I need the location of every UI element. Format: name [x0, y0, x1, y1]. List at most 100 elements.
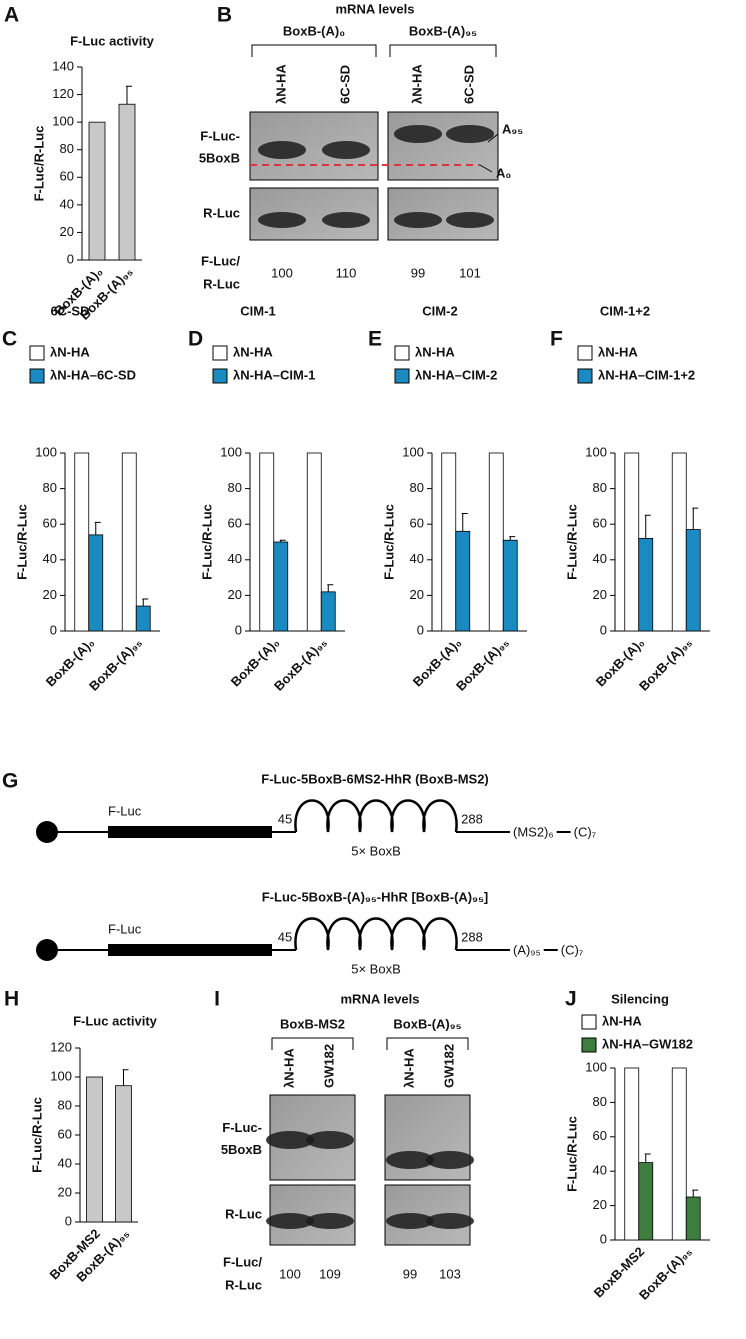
- panel-letter: D: [188, 328, 203, 351]
- y-tick-label: 140: [52, 58, 74, 73]
- legend-swatch: [577, 368, 593, 384]
- y-tick-label: 60: [58, 1126, 72, 1141]
- gel-title: mRNA levels: [341, 991, 420, 1006]
- legend-swatch: [394, 345, 410, 361]
- error-bar: [461, 513, 468, 532]
- lane-label: 6C-SD: [461, 65, 476, 104]
- bar: [488, 452, 504, 632]
- legend-swatch: [29, 345, 45, 361]
- chart-title: CIM-1+2: [600, 303, 650, 318]
- band: [426, 1213, 474, 1229]
- bar: [88, 534, 104, 632]
- lane-label: λN-HA: [273, 64, 288, 104]
- band: [306, 1131, 354, 1149]
- band: [426, 1151, 474, 1169]
- group-label: BoxB-(A)₉₅: [409, 23, 477, 38]
- band: [266, 1131, 314, 1149]
- position-label: 288: [461, 811, 483, 826]
- y-tick-label: 20: [60, 224, 74, 239]
- y-tick-label: 0: [67, 251, 74, 266]
- legend-label: λN-HA–CIM-1+2: [598, 367, 695, 382]
- panel-letter: A: [4, 4, 19, 27]
- y-tick-label: 0: [417, 622, 424, 637]
- y-axis-label: F-Luc/R-Luc: [564, 1116, 579, 1192]
- orf: [108, 826, 272, 838]
- ratio: 110: [336, 265, 357, 280]
- bar: [320, 591, 336, 632]
- end-label: (C)₇: [561, 942, 584, 957]
- y-tick-label: 100: [50, 1068, 72, 1083]
- y-tick-label: 80: [593, 480, 607, 495]
- error-bar: [279, 539, 286, 542]
- y-tick-label: 60: [43, 516, 57, 531]
- legend-label: λN-HA: [233, 344, 273, 359]
- position-label: 288: [461, 929, 483, 944]
- band: [394, 125, 442, 143]
- legend-label: λN-HA: [598, 344, 638, 359]
- error-bar: [122, 1069, 129, 1086]
- legend-swatch: [212, 345, 228, 361]
- y-tick-label: 100: [35, 444, 57, 459]
- bar: [671, 1067, 687, 1241]
- y-tick-label: 20: [593, 587, 607, 602]
- loops-label: 5× BoxB: [351, 961, 401, 976]
- y-tick-label: 100: [402, 444, 424, 459]
- row-label: 5BoxB: [221, 1142, 262, 1157]
- y-axis-label: F-Luc/R-Luc: [381, 504, 396, 580]
- error-bar: [644, 1153, 651, 1163]
- lane-label: GW182: [441, 1044, 456, 1088]
- group-label: BoxB-MS2: [280, 1016, 345, 1031]
- bar: [441, 452, 457, 632]
- bar: [273, 541, 289, 632]
- loops-label: 5× BoxB: [351, 843, 401, 858]
- y-tick-label: 80: [43, 480, 57, 495]
- construct-title: F-Luc-5BoxB-(A)₉₅-HhR [BoxB-(A)₉₅]: [262, 889, 489, 904]
- band: [394, 212, 442, 228]
- y-tick-label: 60: [593, 1128, 607, 1143]
- position-label: 45: [278, 811, 292, 826]
- bar: [638, 538, 654, 632]
- panel-letter: B: [217, 4, 232, 27]
- band: [322, 212, 370, 228]
- bar: [118, 103, 136, 261]
- y-tick-label: 120: [52, 86, 74, 101]
- error-bar: [126, 85, 132, 105]
- bar: [685, 1196, 701, 1241]
- error-bar: [94, 521, 101, 535]
- y-tick-label: 60: [593, 516, 607, 531]
- legend-label: λN-HA: [415, 344, 455, 359]
- y-tick-label: 20: [410, 587, 424, 602]
- y-tick-label: 100: [585, 444, 607, 459]
- y-tick-label: 40: [228, 551, 242, 566]
- y-tick-label: 80: [593, 1094, 607, 1109]
- legend-label: λN-HA–6C-SD: [50, 367, 136, 382]
- ratio: 99: [411, 265, 425, 280]
- panel-letter: G: [2, 770, 18, 793]
- error-bar: [509, 536, 516, 541]
- group-label: BoxB-(A)₉₅: [393, 1016, 461, 1031]
- row-label: F-Luc-: [222, 1120, 262, 1135]
- ratio: 99: [403, 1266, 417, 1281]
- band: [258, 141, 306, 159]
- legend-label: λN-HA: [50, 344, 90, 359]
- y-tick-label: 80: [60, 141, 74, 156]
- y-axis-label: F-Luc/R-Luc: [31, 126, 46, 202]
- y-tick-label: 40: [58, 1155, 72, 1170]
- marker-tick: [487, 133, 499, 143]
- error-bar: [692, 1189, 699, 1197]
- y-tick-label: 60: [410, 516, 424, 531]
- bar: [624, 1067, 640, 1241]
- bar: [306, 452, 322, 632]
- bracket: [271, 1037, 354, 1050]
- panel-letter: E: [368, 328, 382, 351]
- chart-title: F-Luc activity: [70, 33, 155, 48]
- legend-label: λN-HA: [602, 1013, 642, 1028]
- y-tick-label: 0: [600, 1231, 607, 1246]
- bar: [74, 452, 90, 632]
- band: [386, 1151, 434, 1169]
- ratio: 103: [439, 1266, 461, 1281]
- y-tick-label: 40: [60, 196, 74, 211]
- y-tick-label: 0: [235, 622, 242, 637]
- gel-title: mRNA levels: [336, 1, 415, 16]
- y-tick-label: 0: [50, 622, 57, 637]
